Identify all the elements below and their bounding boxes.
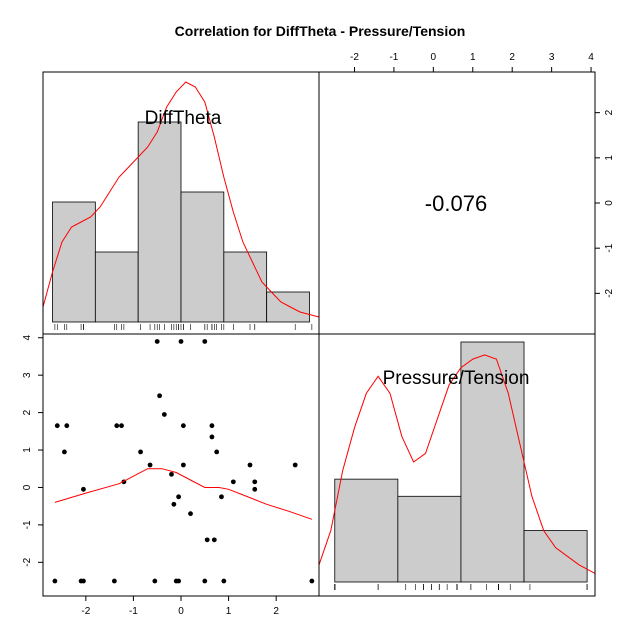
scatter-point — [180, 423, 186, 429]
density-line — [42, 81, 320, 318]
x-tick-label-top: 0 — [431, 52, 437, 63]
x-tick-label-top: -2 — [350, 52, 359, 63]
histogram-bar — [223, 251, 268, 323]
scatter-point — [202, 339, 208, 344]
scatter-point — [252, 486, 258, 492]
chart-title: Correlation for DiffTheta - Pressure/Ten… — [175, 23, 466, 39]
difftheta-label: DiffTheta — [145, 108, 222, 129]
smooth-line — [54, 468, 313, 520]
scatter-point — [219, 494, 224, 500]
x-tick-label-top: 4 — [588, 52, 594, 63]
pressure-tension-label: Pressure/Tension — [383, 368, 530, 389]
scatter-point — [309, 578, 315, 584]
scatter-point — [52, 578, 58, 584]
y-tick-label-right: 2 — [604, 109, 615, 115]
panel-difftheta-histogram — [42, 81, 320, 330]
scatter-point — [171, 501, 177, 507]
axes: -2 -1 0 1 2 -2 -1 0 1 2 3 4 -2 -1 0 1 2 3 4 -2 -1 0 1 2 — [22, 52, 615, 617]
x-tick-label-bottom: 2 — [273, 606, 279, 617]
y-tick-label-left: 0 — [22, 484, 33, 490]
scatter-point — [152, 578, 158, 584]
density-line — [318, 354, 596, 574]
correlation-value: -0.076 — [425, 191, 487, 216]
x-tick-label-bottom: 1 — [226, 606, 232, 617]
scatter-point — [176, 578, 182, 584]
y-tick-label-left: 1 — [22, 447, 33, 453]
histogram-bar — [523, 530, 588, 583]
scatter-point — [188, 511, 193, 517]
scatter-point — [209, 423, 215, 429]
scatter-point — [114, 423, 120, 429]
scatter-point — [252, 479, 258, 485]
scatter-point — [169, 471, 174, 477]
y-tick-label-right: 0 — [604, 200, 615, 206]
scatter-point — [180, 462, 186, 468]
scatter-point — [119, 423, 124, 429]
histogram-bar — [180, 191, 225, 323]
scatter-point — [176, 494, 182, 500]
y-tick-label-right: -1 — [604, 243, 615, 252]
panel-border-br — [318, 333, 596, 597]
histogram-bar — [397, 495, 462, 583]
y-tick-label-left: 4 — [22, 335, 33, 341]
y-tick-label-left: 2 — [22, 409, 33, 415]
scatter-point — [81, 578, 86, 584]
x-tick-label-bottom: -2 — [81, 606, 90, 617]
scatter-point — [178, 339, 184, 344]
x-tick-label-bottom: -1 — [129, 606, 138, 617]
y-tick-label-left: 3 — [22, 372, 33, 378]
scatter-point — [209, 434, 215, 440]
scatter-point — [202, 578, 208, 584]
y-tick-label-right: 1 — [604, 155, 615, 161]
x-tick-label-top: 1 — [470, 52, 476, 63]
x-tick-label-top: -1 — [389, 52, 398, 63]
x-tick-label-top: 2 — [509, 52, 515, 63]
scatter-point — [221, 578, 227, 584]
scatter-point — [292, 462, 298, 468]
scatter-point — [62, 449, 67, 455]
scatter-point — [214, 449, 220, 455]
x-tick-label-bottom: 0 — [178, 606, 184, 617]
histogram-bar — [460, 341, 525, 583]
panel-pressure-tension-histogram — [318, 341, 596, 590]
scatter-point — [247, 462, 253, 468]
panel-scatter — [52, 339, 315, 584]
scatter-point — [81, 486, 86, 492]
y-tick-label-right: -2 — [604, 288, 615, 297]
histogram-bar — [334, 478, 399, 583]
scatter-point — [64, 423, 70, 429]
histogram-bar — [52, 201, 96, 323]
scatter-point — [230, 479, 236, 485]
scatter-point — [111, 578, 117, 584]
scatter-point — [157, 393, 162, 399]
y-tick-label-left: -2 — [22, 557, 33, 566]
scatter-point — [204, 537, 210, 543]
scatter-point — [138, 449, 143, 455]
y-tick-label-left: -1 — [22, 520, 33, 529]
scatter-point — [54, 423, 60, 429]
scatter-point — [147, 462, 153, 468]
scatter-point — [154, 339, 160, 344]
histogram-bar — [266, 291, 310, 323]
scatter-point — [211, 537, 217, 543]
x-tick-label-top: 3 — [549, 52, 555, 63]
histogram-bar — [137, 121, 182, 323]
histogram-bar — [94, 251, 139, 323]
scatter-point — [161, 412, 167, 417]
